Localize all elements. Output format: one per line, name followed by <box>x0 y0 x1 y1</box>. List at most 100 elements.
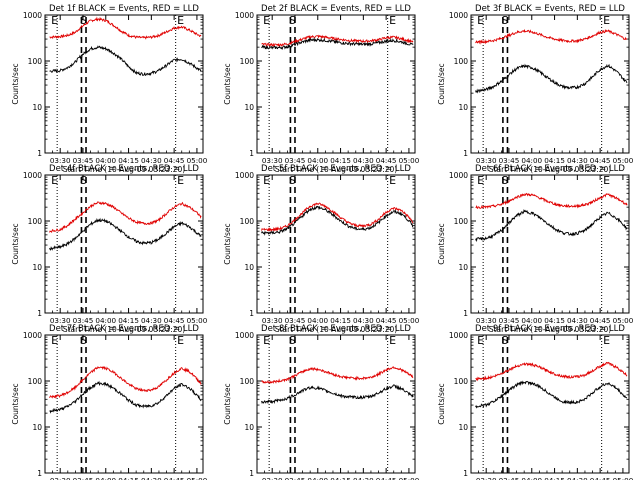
x-tick-label: 03:45 <box>499 156 520 165</box>
y-tick-label: 100 <box>240 217 255 226</box>
x-tick-label: 04:15 <box>118 156 139 165</box>
plot-frame <box>470 14 630 154</box>
y-tick-label: 1000 <box>235 11 254 20</box>
y-tick-label: 1 <box>37 309 42 318</box>
y-tick-label: 100 <box>454 217 469 226</box>
plot-frame <box>44 334 204 474</box>
marker-label: S <box>501 14 508 27</box>
x-tick-label: 04:15 <box>330 316 351 325</box>
x-tick-label: 03:30 <box>50 476 71 480</box>
marker-label: E <box>477 174 484 187</box>
lld-series-line <box>261 366 414 384</box>
x-tick-label: 03:30 <box>476 476 497 480</box>
y-tick-label: 1 <box>37 149 42 158</box>
x-tick-label: 04:30 <box>141 316 162 325</box>
x-tick-label: 04:30 <box>567 316 588 325</box>
marker-label: S <box>289 334 296 347</box>
panel-title: Det 9f BLACK = Events, RED = LLD <box>475 324 625 334</box>
marker-label: S <box>289 174 296 187</box>
y-tick-label: 100 <box>240 377 255 386</box>
panel-8: Det 8f BLACK = Events, RED = LLD 1 10 100 10… <box>223 324 420 480</box>
y-tick-label: 1000 <box>23 331 42 340</box>
y-tick-label: 10 <box>32 423 42 432</box>
x-tick-label: 03:30 <box>50 156 71 165</box>
y-axis-label: Counts/sec <box>437 63 446 104</box>
x-tick-label: 03:45 <box>73 316 94 325</box>
x-tick-label: 04:30 <box>141 156 162 165</box>
x-tick-label: 05:00 <box>613 156 634 165</box>
x-tick-label: 04:45 <box>590 156 611 165</box>
y-tick-label: 1000 <box>449 171 468 180</box>
panel-5: Det 5f BLACK = Events, RED = LLD 1 10 100 10… <box>223 164 420 334</box>
plot-frame <box>470 334 630 474</box>
x-tick-label: 04:15 <box>544 476 565 480</box>
x-tick-label: 03:45 <box>499 316 520 325</box>
x-tick-label: 04:00 <box>95 476 116 480</box>
x-tick-label: 04:30 <box>141 476 162 480</box>
marker-label: E <box>389 14 396 27</box>
events-series-line <box>49 217 202 251</box>
panel-title: Det 7f BLACK = Events, RED = LLD <box>49 324 199 334</box>
panel-9: Det 9f BLACK = Events, RED = LLD 1 10 100 10… <box>437 324 634 480</box>
x-tick-label: 04:45 <box>590 316 611 325</box>
x-tick-label: 03:30 <box>476 316 497 325</box>
panel-title: Det 4f BLACK = Events, RED = LLD <box>49 164 199 174</box>
x-axis-label: Start Time (10-Aug-09 03:23:20) <box>275 165 397 174</box>
marker-label: E <box>603 174 610 187</box>
marker-label: S <box>80 14 87 27</box>
y-tick-label: 1 <box>463 309 468 318</box>
marker-label: E <box>477 14 484 27</box>
x-tick-label: 05:00 <box>187 476 208 480</box>
x-tick-label: 05:00 <box>399 316 420 325</box>
y-tick-label: 10 <box>458 263 468 272</box>
x-tick-label: 04:15 <box>330 476 351 480</box>
panel-title: Det 3f BLACK = Events, RED = LLD <box>475 4 625 14</box>
x-tick-label: 05:00 <box>399 156 420 165</box>
y-axis-label: Counts/sec <box>11 63 20 104</box>
y-tick-label: 100 <box>240 57 255 66</box>
marker-label: E <box>603 14 610 27</box>
y-tick-label: 100 <box>28 57 43 66</box>
plot-frame <box>470 174 630 314</box>
panel-7: Det 7f BLACK = Events, RED = LLD 1 10 100 10… <box>11 324 208 480</box>
y-tick-label: 10 <box>458 103 468 112</box>
y-tick-label: 1000 <box>235 331 254 340</box>
y-tick-label: 1 <box>249 149 254 158</box>
marker-label: E <box>389 334 396 347</box>
plot-frame <box>256 334 416 474</box>
y-tick-label: 10 <box>244 423 254 432</box>
x-tick-label: 04:15 <box>544 316 565 325</box>
y-axis-label: Counts/sec <box>437 223 446 264</box>
y-tick-label: 100 <box>454 377 469 386</box>
x-tick-label: 04:45 <box>164 156 185 165</box>
y-axis-label: Counts/sec <box>223 223 232 264</box>
lld-series-line <box>261 34 414 48</box>
x-tick-label: 04:30 <box>353 476 374 480</box>
marker-label: E <box>477 334 484 347</box>
y-tick-label: 100 <box>28 217 43 226</box>
marker-label: S <box>501 174 508 187</box>
x-tick-label: 04:45 <box>376 316 397 325</box>
marker-label: E <box>177 14 184 27</box>
x-tick-label: 04:45 <box>590 476 611 480</box>
events-series-line <box>49 45 202 77</box>
lld-series-line <box>261 202 414 233</box>
x-tick-label: 05:00 <box>187 316 208 325</box>
y-tick-label: 1 <box>463 469 468 478</box>
y-tick-label: 10 <box>32 263 42 272</box>
y-axis-label: Counts/sec <box>223 63 232 104</box>
x-tick-label: 04:00 <box>521 316 542 325</box>
panel-1: Det 1f BLACK = Events, RED = LLD 1 10 100 10… <box>11 4 208 174</box>
x-axis-label: Start Time (10-Aug-09 03:23:20) <box>489 325 611 334</box>
marker-label: E <box>177 334 184 347</box>
y-tick-label: 100 <box>454 57 469 66</box>
panel-title: Det 5f BLACK = Events, RED = LLD <box>261 164 411 174</box>
plot-frame <box>44 14 204 154</box>
x-tick-label: 04:00 <box>95 316 116 325</box>
x-tick-label: 04:45 <box>164 476 185 480</box>
panel-title: Det 2f BLACK = Events, RED = LLD <box>261 4 411 14</box>
x-tick-label: 04:15 <box>330 156 351 165</box>
x-tick-label: 03:45 <box>285 316 306 325</box>
events-series-line <box>261 205 414 236</box>
